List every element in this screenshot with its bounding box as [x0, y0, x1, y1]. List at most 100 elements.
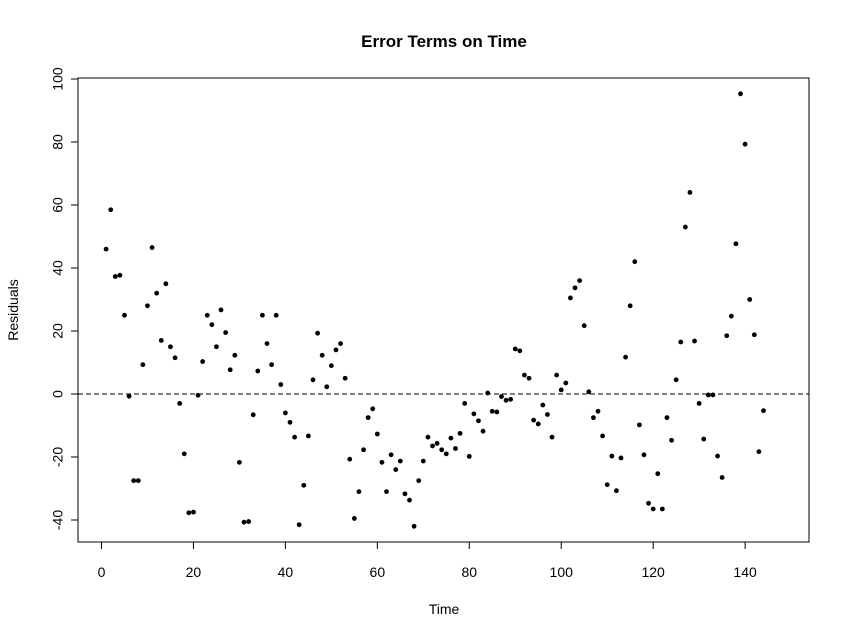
data-point [728, 313, 734, 319]
data-point [462, 401, 468, 406]
data-point [305, 433, 311, 439]
data-point [448, 435, 454, 441]
data-points [103, 91, 766, 529]
data-point [282, 410, 288, 416]
data-point [351, 516, 357, 521]
y-tick-label: 40 [50, 260, 66, 276]
data-point [747, 297, 753, 302]
data-point [535, 421, 541, 427]
data-point [756, 449, 762, 455]
data-point [705, 392, 711, 398]
data-point [365, 415, 371, 421]
data-point [710, 392, 716, 398]
data-point [273, 312, 279, 318]
data-point [154, 290, 160, 296]
data-point [379, 459, 385, 465]
data-point [195, 392, 201, 398]
data-point [526, 375, 532, 381]
data-point [168, 344, 173, 350]
data-point [494, 409, 500, 415]
data-point [600, 433, 605, 439]
data-point [227, 367, 233, 373]
data-point [655, 471, 661, 477]
data-point [374, 431, 380, 437]
data-point [558, 387, 564, 393]
data-point [200, 359, 206, 364]
data-point [522, 372, 527, 378]
data-point [117, 272, 123, 278]
data-point [485, 390, 491, 396]
y-tick-label: -40 [50, 510, 66, 530]
data-point [333, 347, 339, 353]
data-point [223, 330, 229, 335]
x-axis-label: Time [429, 601, 460, 617]
data-point [264, 341, 270, 346]
data-point [678, 339, 684, 345]
data-point [581, 323, 587, 329]
data-point [135, 478, 141, 484]
data-point [172, 355, 178, 361]
data-point [411, 523, 417, 529]
data-point [393, 467, 399, 472]
data-point [508, 396, 514, 402]
data-point [604, 482, 610, 488]
data-point [310, 377, 316, 383]
data-point [577, 278, 583, 283]
data-point [476, 418, 481, 424]
y-tick-label: 20 [50, 323, 66, 339]
data-point [416, 478, 422, 484]
data-point [255, 368, 261, 374]
data-point [632, 259, 638, 265]
y-tick-label: 0 [50, 390, 66, 398]
data-point [517, 348, 523, 354]
data-point [673, 377, 679, 383]
data-point [545, 412, 550, 417]
x-tick-label: 80 [461, 564, 477, 580]
data-point [158, 338, 164, 343]
data-point [108, 207, 114, 213]
x-tick-label: 60 [370, 564, 386, 580]
data-point [669, 437, 674, 443]
data-point [218, 307, 224, 313]
data-point [328, 363, 334, 369]
data-point [149, 245, 155, 250]
data-point [324, 384, 330, 390]
data-point [361, 447, 366, 453]
data-point [420, 458, 426, 464]
data-point [572, 285, 578, 291]
data-point [512, 346, 518, 352]
data-point [356, 489, 362, 495]
data-point [627, 303, 633, 309]
x-tick-label: 120 [641, 564, 665, 580]
data-point [719, 475, 725, 480]
data-point [434, 441, 440, 446]
y-tick-label: 60 [50, 197, 66, 213]
data-point [540, 402, 546, 408]
data-point [163, 281, 169, 287]
y-axis-label: Residuals [5, 279, 21, 340]
data-point [402, 491, 408, 497]
data-point [595, 408, 601, 414]
data-point [443, 451, 449, 457]
data-point [430, 443, 435, 449]
x-tick-label: 0 [98, 564, 106, 580]
data-point [241, 519, 247, 525]
data-point [687, 190, 693, 195]
data-point [347, 456, 353, 462]
data-point [453, 446, 458, 451]
data-point [742, 141, 748, 147]
data-point [204, 312, 210, 318]
data-point [664, 415, 670, 421]
data-point [682, 224, 688, 230]
chart-title: Error Terms on Time [361, 32, 527, 51]
data-point [761, 408, 766, 414]
y-tick-label: -20 [50, 447, 66, 467]
data-point [650, 506, 656, 512]
data-point [659, 506, 665, 512]
data-point [140, 362, 146, 368]
data-point [554, 372, 560, 378]
y-axis: -40 -20 0 20 40 60 80 100 [50, 67, 79, 530]
data-point [191, 509, 196, 515]
x-tick-label: 40 [278, 564, 294, 580]
data-point [315, 330, 320, 336]
